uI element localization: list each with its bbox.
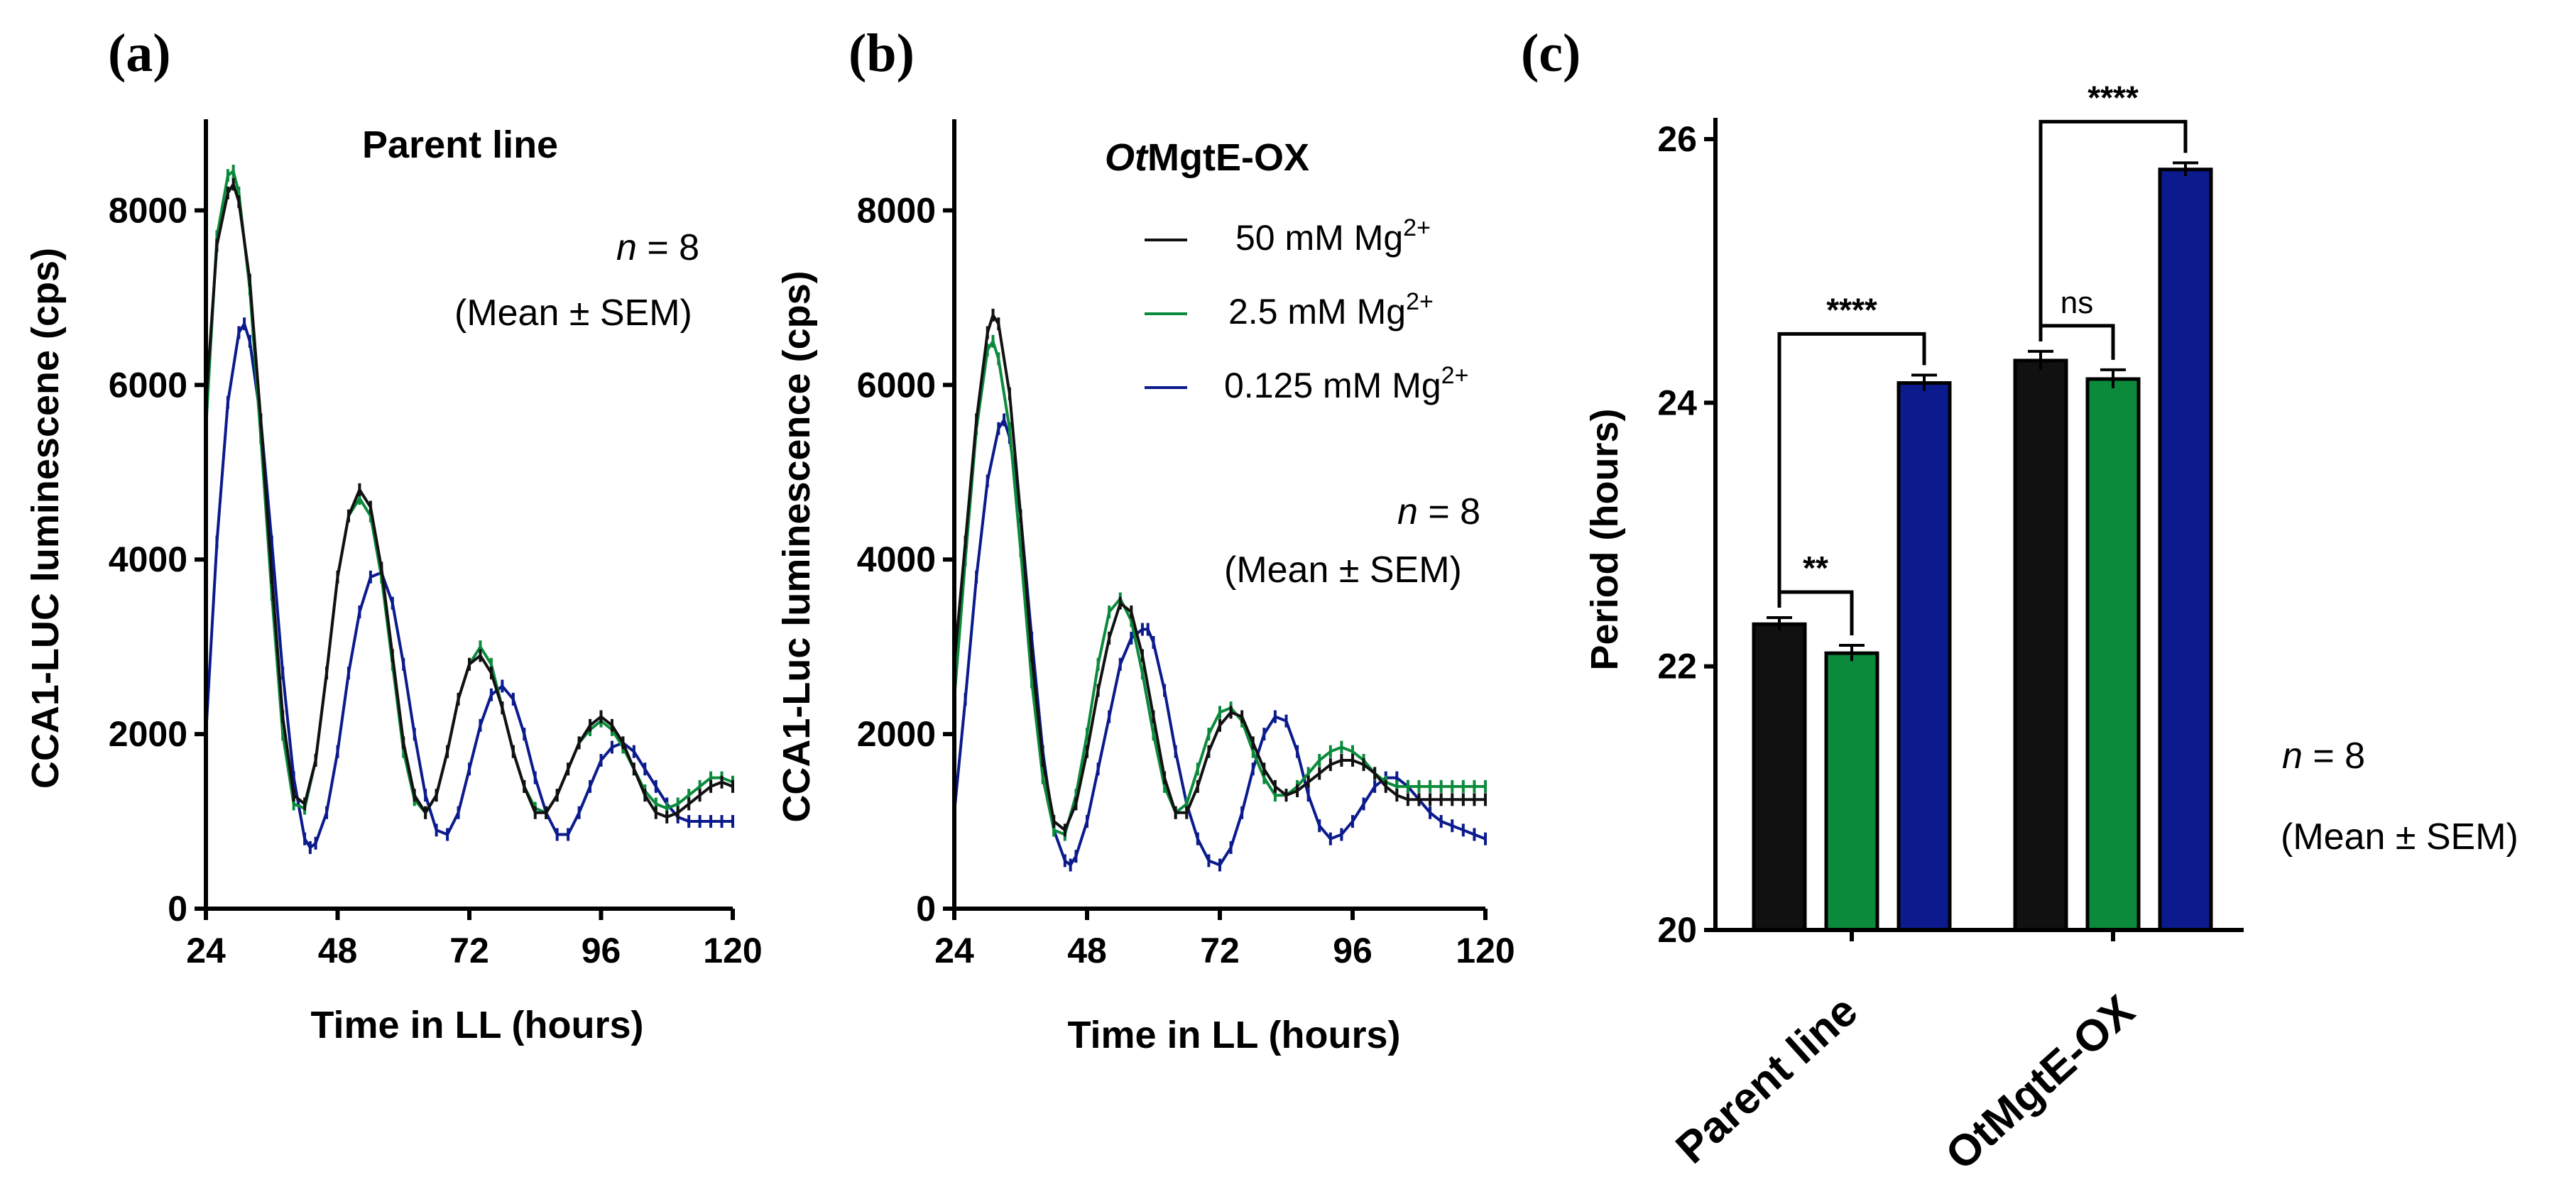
y-tick-label: 6000 (857, 365, 936, 405)
x-tick-label: 96 (582, 931, 621, 970)
x-tick-label: 48 (1067, 931, 1107, 970)
panel-a-n-note: n = 8 (616, 227, 699, 268)
panel-a-title: Parent line (362, 124, 558, 166)
panel-b-plot-area: 24 48 72 96 120 0 2000 4000 6000 8000 (857, 119, 1515, 970)
legend-label-green: 2.5 mM Mg2+ (1228, 288, 1434, 332)
y-tick-label: 0 (916, 889, 936, 929)
panel-a-plot-area: 24 48 72 96 120 0 2000 4000 6000 8000 (109, 119, 763, 970)
y-tick-label: 2000 (109, 714, 187, 754)
y-tick-label: 22 (1657, 647, 1697, 686)
y-tick-label: 8000 (109, 190, 187, 230)
y-tick-label: 2000 (857, 714, 936, 754)
panel-a-mean-note: (Mean ± SEM) (454, 292, 692, 334)
x-tick-label: 72 (449, 931, 489, 970)
series-line-black (204, 180, 733, 819)
x-tick-label: 120 (703, 931, 762, 970)
x-tick-label: 72 (1200, 931, 1240, 970)
significance-label: **** (2087, 79, 2139, 116)
panel-b-title: OtMgtE-OX (1105, 136, 1309, 179)
panel-b-line-chart: (b) OtMgtE-OX 50 mM Mg2+ 2.5 mM Mg2+ 0.1… (775, 23, 1515, 1056)
y-tick-label: 8000 (857, 190, 936, 230)
significance-bracket (1777, 332, 1926, 608)
panel-b-mean-note: (Mean ± SEM) (1224, 549, 1462, 591)
panel-c-n-note: n = 8 (2282, 735, 2365, 777)
x-tick-label: 24 (934, 931, 974, 970)
legend-label-black: 50 mM Mg2+ (1235, 214, 1431, 258)
panel-c-y-axis-label: Period (hours) (1583, 408, 1626, 670)
significance-bracket (2039, 324, 2115, 360)
panel-a-line-chart: (a) Parent line n = 8 (Mean ± SEM) 24 48 7… (24, 23, 763, 1046)
panel-b-n-note: n = 8 (1397, 491, 1480, 532)
category-label-parent-line: Parent line (1667, 986, 1867, 1173)
panel-a-x-axis-label: Time in LL (hours) (310, 1004, 643, 1046)
panel-c-mean-note: (Mean ± SEM) (2281, 816, 2518, 858)
panel-b-x-axis-label: Time in LL (hours) (1067, 1014, 1400, 1056)
panel-b-legend: 50 mM Mg2+ 2.5 mM Mg2+ 0.125 mM Mg2+ (1145, 214, 1468, 405)
x-tick-label: 48 (318, 931, 358, 970)
y-tick-label: 6000 (109, 365, 187, 405)
x-tick-label: 96 (1333, 931, 1372, 970)
significance-label: ns (2061, 285, 2093, 320)
significance-label: **** (1826, 291, 1877, 328)
panel-b-y-axis-label: CCA1-Luc luminescence (cps) (775, 270, 818, 822)
bar-black (1752, 622, 1807, 932)
legend-label-blue: 0.125 mM Mg2+ (1224, 362, 1468, 405)
bar-black (2013, 359, 2068, 932)
bar-blue (1896, 381, 1952, 932)
y-tick-label: 26 (1657, 119, 1697, 159)
bar-blue (2158, 168, 2213, 932)
y-tick-label: 4000 (857, 540, 936, 579)
panel-c-label: (c) (1521, 23, 1581, 83)
y-tick-label: 24 (1657, 383, 1697, 422)
series-line-black (953, 312, 1485, 833)
y-tick-label: 4000 (109, 540, 187, 579)
x-tick-label: 120 (1456, 931, 1515, 970)
y-tick-label: 0 (168, 889, 187, 929)
panel-a-y-axis-label: CCA1-LUC luminescene (cps) (24, 248, 67, 789)
series-line-green (953, 338, 1485, 837)
bar-green (1824, 651, 1879, 932)
category-label-otmgte-ox: OtMgtE-OX (1936, 986, 2144, 1180)
y-tick-label: 20 (1657, 910, 1697, 950)
significance-label: ** (1803, 549, 1828, 586)
x-tick-label: 24 (186, 931, 226, 970)
significance-bracket (2039, 119, 2188, 341)
bar-green (2085, 377, 2141, 932)
panel-a-label: (a) (108, 23, 171, 83)
panel-b-label: (b) (848, 23, 915, 83)
